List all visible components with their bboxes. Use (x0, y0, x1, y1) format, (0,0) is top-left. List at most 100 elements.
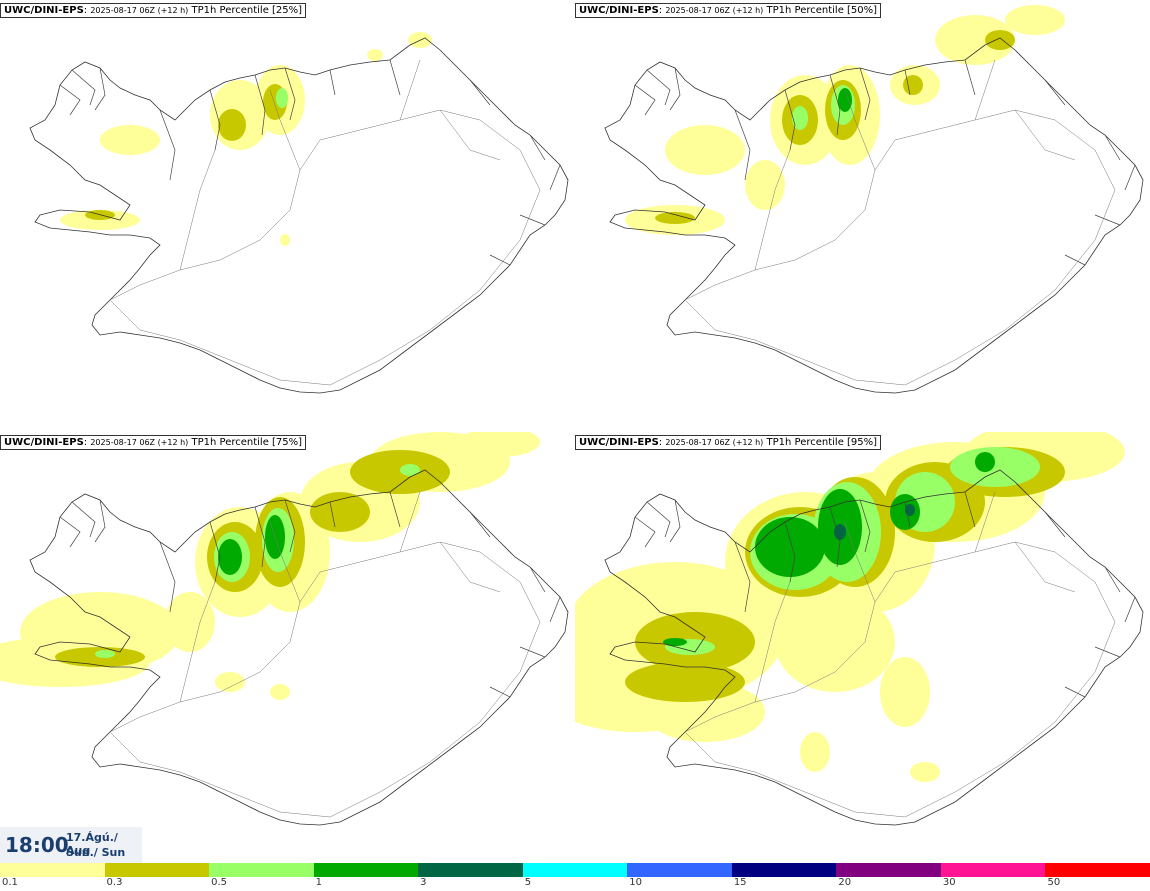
legend-tick-label: 0.5 (211, 877, 227, 888)
map-panel-p75: UWC/DINI-EPS: 2025-08-17 06Z (+12 h) TP1… (0, 432, 575, 862)
color-legend: 0.1 0.3 0.5 1 3 5 10 15 20 30 50 (0, 863, 1150, 891)
fjord (549, 164, 561, 191)
fjord (1124, 164, 1136, 191)
legend-swatch (1045, 863, 1150, 877)
map-panel-p95: UWC/DINI-EPS: 2025-08-17 06Z (+12 h) TP1… (575, 432, 1150, 862)
legend-ticks: 0.1 0.3 0.5 1 3 5 10 15 20 30 50 (0, 877, 1150, 891)
precip-area (890, 494, 920, 530)
precip-area (270, 684, 290, 700)
precip-area (975, 452, 995, 472)
legend-tick-label: 30 (942, 877, 956, 888)
precip-area (367, 49, 383, 61)
fjord (1094, 214, 1121, 226)
fjord (784, 89, 796, 151)
road (399, 59, 421, 121)
fjord (1064, 686, 1086, 698)
fjord (59, 516, 81, 548)
fjord (1044, 79, 1066, 106)
precip-area (665, 125, 745, 175)
legend-swatch (0, 863, 105, 877)
fjord (1044, 511, 1066, 538)
fjord (1104, 134, 1121, 161)
fjord (646, 69, 671, 106)
fjord (254, 506, 266, 568)
fjord (159, 109, 176, 181)
fjord (159, 541, 176, 613)
fjord (329, 69, 336, 96)
fjord (71, 501, 96, 538)
iceland-map (604, 5, 1144, 394)
legend-tick-label: 15 (733, 877, 747, 888)
legend-swatches (0, 863, 1150, 877)
road (109, 109, 541, 386)
legend-tick-label: 0.1 (2, 877, 18, 888)
panel-title: UWC/DINI-EPS: 2025-08-17 06Z (+12 h) TP1… (575, 3, 882, 18)
fjord (734, 541, 751, 613)
precip-area (775, 592, 895, 692)
road (754, 581, 791, 703)
precip-area (745, 160, 785, 210)
legend-tick-label: 0.3 (106, 877, 123, 888)
precip-field (60, 32, 432, 246)
legend-swatch (627, 863, 732, 877)
precip-area (838, 88, 852, 112)
precip-field (575, 432, 1125, 782)
precip-area (218, 539, 242, 575)
legend-tick-label: 1 (315, 877, 322, 888)
fjord (209, 521, 221, 583)
valid-date: 17.Ágú./ Aug (66, 831, 118, 857)
precip-field (625, 5, 1065, 235)
fjord (829, 74, 841, 136)
map-panel-p50: UWC/DINI-EPS: 2025-08-17 06Z (+12 h) TP1… (575, 0, 1150, 430)
fjord (519, 214, 546, 226)
road (109, 541, 541, 818)
precip-area (800, 732, 830, 772)
fjord (646, 501, 671, 538)
fjord (489, 254, 511, 266)
legend-tick-label: 5 (524, 877, 532, 888)
precip-area (910, 762, 940, 782)
legend-swatch (836, 863, 941, 877)
legend-swatch (313, 863, 419, 877)
precip-area (165, 592, 215, 652)
fjord (519, 646, 546, 658)
precip-area (400, 464, 420, 476)
legend-swatch (104, 863, 210, 877)
panel-title: UWC/DINI-EPS: 2025-08-17 06Z (+12 h) TP1… (0, 435, 307, 450)
precip-area (350, 450, 450, 494)
panel-title: UWC/DINI-EPS: 2025-08-17 06Z (+12 h) TP1… (0, 3, 307, 18)
map-panel-p25: UWC/DINI-EPS: 2025-08-17 06Z (+12 h) TP1… (0, 0, 575, 430)
road (1014, 109, 1076, 161)
panel-title: UWC/DINI-EPS: 2025-08-17 06Z (+12 h) TP1… (575, 435, 882, 450)
legend-swatch (940, 863, 1046, 877)
fjord (529, 566, 546, 593)
valid-time: 18:00 (5, 833, 69, 857)
legend-swatch (418, 863, 523, 877)
fjord (469, 511, 491, 538)
fjord (784, 521, 796, 583)
legend-swatch (522, 863, 628, 877)
precip-area (935, 15, 1015, 65)
valid-weekday: Sun./ Sun (66, 846, 126, 859)
precip-area (880, 657, 930, 727)
precip-area (320, 499, 340, 515)
fjord (469, 79, 491, 106)
fjord (71, 69, 96, 106)
legend-tick-label: 50 (1047, 877, 1061, 888)
fjord (904, 501, 911, 528)
legend-tick-label: 20 (838, 877, 852, 888)
fjord (829, 506, 841, 568)
fjord (1124, 596, 1136, 623)
fjord (94, 499, 106, 543)
road (844, 521, 876, 603)
road (269, 521, 301, 603)
road (974, 491, 996, 553)
legend-swatch (731, 863, 837, 877)
precip-area (215, 672, 245, 692)
fjord (859, 499, 871, 553)
fjord (669, 67, 681, 111)
fjord (549, 596, 561, 623)
precip-area (460, 432, 540, 457)
precip-area (276, 88, 288, 108)
road (974, 59, 996, 121)
